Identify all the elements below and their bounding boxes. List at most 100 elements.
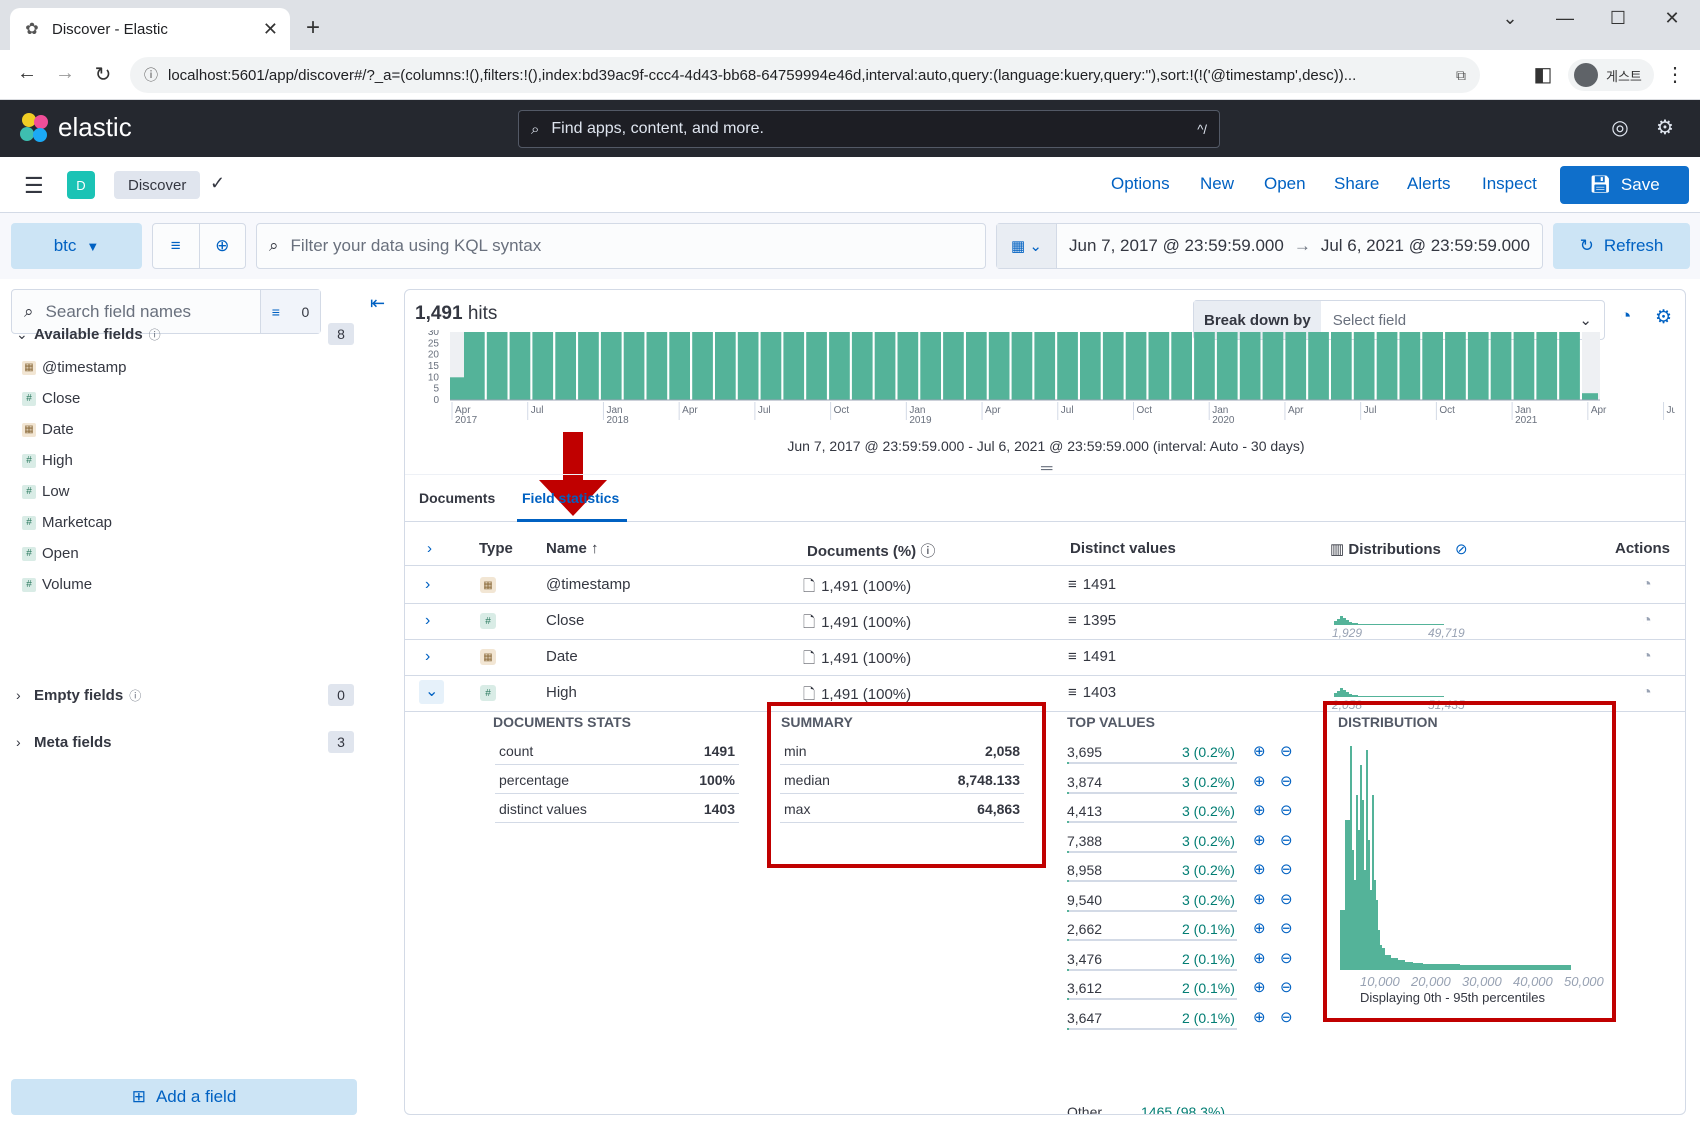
chevron-right-icon[interactable]: › — [425, 612, 431, 629]
top-value-bar-fill — [1067, 791, 1069, 794]
filter-out-value-icon[interactable]: ⊖ — [1280, 861, 1293, 878]
filter-out-value-icon[interactable]: ⊖ — [1280, 772, 1293, 790]
elastic-logo[interactable]: elastic — [20, 112, 132, 143]
browser-tab[interactable]: ✿ Discover - Elastic ✕ — [10, 8, 290, 50]
sidebar-field-item[interactable]: # Marketcap — [22, 514, 112, 531]
close-window-icon[interactable]: ✕ — [1664, 8, 1680, 28]
sidebar-field-item[interactable]: # Close — [22, 390, 80, 407]
site-info-icon[interactable]: ⓘ — [144, 67, 158, 83]
resize-handle-icon[interactable]: ═ — [1041, 460, 1053, 477]
top-value-bar-fill — [1067, 968, 1069, 971]
filter-for-value-icon[interactable]: ⊕ — [1253, 831, 1266, 849]
filter-for-value-icon[interactable]: ⊕ — [1253, 920, 1266, 937]
new-tab-icon[interactable]: + — [306, 14, 321, 41]
sidebar-field-item[interactable]: # Volume — [22, 576, 92, 593]
break-down-field[interactable]: Select field ⌄ — [1321, 301, 1604, 339]
collapse-sidebar-icon[interactable]: ⇤ — [370, 293, 386, 313]
tab-documents[interactable]: Documents — [419, 490, 496, 506]
table-row[interactable]: › # Close 🗋︎ 1,491 (100%) ≡ 1395 1,929 49,719 ◔ — [405, 602, 1685, 640]
sidebar-field-item[interactable]: # Open — [22, 545, 79, 562]
address-bar[interactable]: ⓘ localhost:5601/app/discover#/?_a=(colu… — [130, 57, 1480, 93]
sidebar-field-item[interactable]: # Low — [22, 483, 70, 500]
maximize-icon[interactable]: ☐ — [1609, 8, 1627, 28]
add-field-button[interactable]: ⊞ Add a field — [11, 1079, 357, 1115]
sidebar-field-item[interactable]: ▦ Date — [22, 421, 74, 438]
tab-field-statistics[interactable]: Field statistics — [522, 490, 620, 506]
filter-out-value-icon[interactable]: ⊖ — [1280, 979, 1293, 996]
inspect-link[interactable]: Inspect — [1482, 174, 1537, 193]
space-avatar[interactable]: D — [67, 171, 95, 199]
distribution-bar — [1362, 800, 1364, 970]
reload-icon[interactable]: ↻ — [94, 64, 112, 86]
new-link[interactable]: New — [1200, 174, 1235, 193]
filter-for-value-icon[interactable]: ⊕ — [1253, 949, 1266, 967]
help-icon[interactable]: ◎ — [1611, 117, 1629, 139]
breadcrumb[interactable]: Discover — [114, 171, 201, 199]
chevron-down-icon[interactable]: ⌄ — [419, 680, 445, 704]
date-picker[interactable]: ▦ ⌄ Jun 7, 2017 @ 23:59:59.000 → Jul 6, … — [996, 223, 1543, 269]
translate-icon[interactable]: ⧉ — [1456, 66, 1466, 83]
expand-all-icon[interactable]: › — [427, 540, 432, 557]
user-menu-icon[interactable]: ⚙ — [1656, 117, 1674, 139]
side-panel-icon[interactable]: ◧ — [1533, 64, 1553, 86]
refresh-button[interactable]: ↻ Refresh — [1553, 223, 1690, 269]
meta-fields-header[interactable]: › Meta fields 3 — [16, 731, 354, 753]
filter-for-value-icon[interactable]: ⊕ — [1253, 1008, 1266, 1026]
add-filter-icon[interactable]: ⊕ — [198, 224, 246, 268]
filter-out-value-icon[interactable]: ⊖ — [1280, 890, 1293, 908]
filter-out-value-icon[interactable]: ⊖ — [1280, 743, 1293, 760]
field-actions-icon[interactable]: ◔ — [1642, 612, 1652, 629]
filter-for-value-icon[interactable]: ⊕ — [1253, 890, 1266, 908]
chart-options-icon[interactable]: ◔ — [1620, 306, 1632, 327]
filter-out-value-icon[interactable]: ⊖ — [1280, 831, 1293, 849]
field-actions-icon[interactable]: ◔ — [1642, 684, 1652, 701]
close-tab-icon[interactable]: ✕ — [262, 18, 278, 39]
calendar-icon[interactable]: ▦ ⌄ — [997, 224, 1057, 268]
forward-icon[interactable]: → — [55, 62, 75, 84]
field-actions-icon[interactable]: ◔ — [1642, 576, 1652, 593]
filter-out-value-icon[interactable]: ⊖ — [1280, 802, 1293, 819]
field-actions-icon[interactable]: ◔ — [1642, 648, 1652, 665]
eye-closed-icon[interactable]: ⊘ — [1455, 541, 1468, 558]
chevron-right-icon[interactable]: › — [425, 648, 431, 665]
global-search-input[interactable]: ⌕ Find apps, content, and more. ^/ — [518, 110, 1220, 148]
mini-distribution-bar — [1334, 693, 1337, 696]
filter-for-value-icon[interactable]: ⊕ — [1253, 772, 1266, 790]
back-icon[interactable]: ← — [17, 62, 37, 84]
minimize-icon[interactable]: — — [1556, 8, 1574, 28]
empty-fields-header[interactable]: › Empty fields ⓘ 0 — [16, 684, 354, 706]
field-search-input[interactable]: ⌕ Search field names ≡ 0 — [11, 289, 321, 334]
save-button[interactable]: 💾︎ Save — [1560, 166, 1689, 204]
filter-for-value-icon[interactable]: ⊕ — [1253, 861, 1266, 878]
col-name[interactable]: Name ↑ — [546, 540, 599, 557]
mini-distribution-bar — [1355, 695, 1358, 696]
profile-button[interactable]: 게스트 — [1568, 59, 1654, 91]
start-date[interactable]: Jun 7, 2017 @ 23:59:59.000 — [1069, 236, 1284, 255]
filter-for-value-icon[interactable]: ⊕ — [1253, 743, 1266, 760]
filter-for-value-icon[interactable]: ⊕ — [1253, 802, 1266, 819]
sidebar-field-item[interactable]: # High — [22, 452, 73, 469]
filter-out-value-icon[interactable]: ⊖ — [1280, 1008, 1293, 1026]
browser-menu-icon[interactable]: ⋮ — [1665, 64, 1685, 86]
filter-for-value-icon[interactable]: ⊕ — [1253, 979, 1266, 996]
field-filter-button[interactable]: ≡ 0 — [260, 290, 320, 333]
filter-out-value-icon[interactable]: ⊖ — [1280, 920, 1293, 937]
kql-search-input[interactable]: ⌕ Filter your data using KQL syntax — [256, 223, 986, 269]
available-fields-header[interactable]: ⌄ Available fields ⓘ 8 — [16, 323, 354, 345]
table-row[interactable]: › ▦ @timestamp 🗋︎ 1,491 (100%) ≡ 1491 ◔ — [405, 566, 1685, 604]
alerts-link[interactable]: Alerts — [1407, 174, 1451, 193]
sidebar-field-item[interactable]: ▦ @timestamp — [22, 359, 126, 376]
filter-menu-icon[interactable]: ≡ — [170, 236, 181, 255]
tab-search-icon[interactable]: ⌄ — [1502, 8, 1518, 28]
end-date[interactable]: Jul 6, 2021 @ 23:59:59.000 — [1320, 236, 1530, 255]
menu-icon[interactable]: ☰ — [24, 173, 44, 198]
distribution-bar — [1515, 965, 1535, 970]
options-link[interactable]: Options — [1111, 174, 1170, 193]
data-view-picker[interactable]: btc ▼ — [11, 223, 142, 269]
filter-out-value-icon[interactable]: ⊖ — [1280, 949, 1293, 967]
chevron-right-icon[interactable]: › — [425, 576, 431, 593]
share-link[interactable]: Share — [1334, 174, 1380, 193]
settings-gear-icon[interactable]: ⚙ — [1655, 307, 1673, 328]
table-row[interactable]: › ▦ Date 🗋︎ 1,491 (100%) ≡ 1491 ◔ — [405, 638, 1685, 676]
open-link[interactable]: Open — [1264, 174, 1306, 193]
